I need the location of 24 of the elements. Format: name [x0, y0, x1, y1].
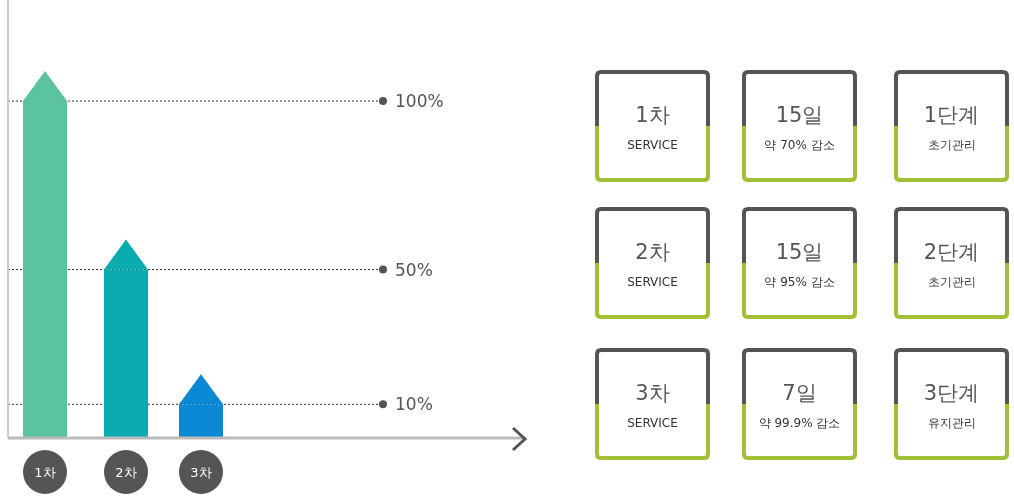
- text: 약 95% 감소: [764, 275, 835, 289]
- text: 약 99.9% 감소: [758, 416, 841, 430]
- ref-line-label: 10%: [395, 394, 433, 415]
- text: SERVICE: [627, 416, 678, 430]
- text: 약 70% 감소: [764, 138, 835, 152]
- text: 15일: [775, 240, 824, 264]
- text: 3차: [635, 381, 670, 405]
- x-tick-label: 3차: [190, 465, 212, 480]
- text: SERVICE: [627, 138, 678, 152]
- text: 1단계: [923, 103, 980, 127]
- text: 유지관리: [927, 416, 976, 430]
- x-tick-label: 1차: [34, 465, 56, 480]
- text: 1차: [635, 103, 670, 127]
- text: 초기관리: [927, 275, 976, 289]
- text: SERVICE: [627, 275, 678, 289]
- x-tick-label: 2차: [115, 465, 137, 480]
- text: 2차: [635, 240, 670, 264]
- text: 15일: [775, 103, 824, 127]
- ref-line-label: 50%: [395, 259, 433, 280]
- ref-line-label: 100%: [395, 91, 444, 112]
- text: 3단계: [923, 381, 980, 405]
- text: 초기관리: [927, 138, 976, 152]
- text: 2단계: [923, 240, 980, 264]
- text: 7일: [782, 381, 817, 405]
